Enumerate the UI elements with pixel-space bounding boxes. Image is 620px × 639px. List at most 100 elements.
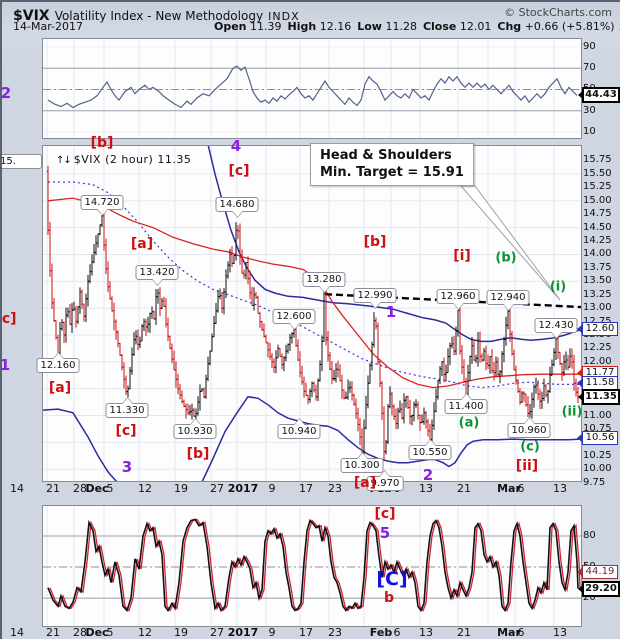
callout-pointer-icon	[379, 470, 390, 477]
callout-pointer-icon	[425, 439, 435, 446]
date-label: Mar	[497, 482, 521, 495]
date-label: Mar	[497, 626, 521, 639]
stochastic-panel	[42, 505, 582, 627]
wave-label: 3	[121, 458, 133, 476]
quote-value: 12.01	[456, 20, 492, 33]
copyright: © StockCharts.com	[504, 6, 612, 19]
change-up-arrow-icon	[618, 22, 620, 30]
price-callout: 12.430	[534, 317, 578, 338]
last-value-box: 11.35	[578, 388, 620, 405]
date-label: 28	[73, 626, 87, 639]
main-y-tick: 14.75	[583, 208, 612, 220]
date-label: 5	[106, 626, 114, 639]
date-label: 13	[419, 626, 433, 639]
wave-label: [b]	[363, 234, 387, 250]
date-label: 2017	[227, 482, 259, 495]
value-arrow-icon	[578, 391, 584, 402]
value-arrow-icon	[578, 90, 584, 101]
main-y-tick: 10.25	[583, 449, 612, 461]
callout-pointer-icon	[152, 278, 162, 285]
chart-title: Volatility Index - New Methodology	[54, 9, 264, 23]
date-label: 9	[268, 626, 276, 639]
callout-pointer-icon	[357, 453, 367, 460]
quote-value: 11.39	[246, 20, 282, 33]
main-y-tick: 15.00	[583, 194, 612, 206]
price-callout: 14.680	[215, 196, 259, 217]
wave-label: 1	[385, 303, 397, 321]
date-label: 2017	[227, 626, 259, 639]
main-y-tick: 12.75	[583, 316, 620, 327]
last-value-box: 10.56	[577, 431, 618, 446]
date-label: 21	[46, 626, 60, 639]
price-callout: 12.160	[36, 353, 80, 374]
date-label: 14	[10, 626, 24, 639]
wave-label: (b)	[495, 250, 517, 266]
callout-pointer-icon	[53, 353, 63, 360]
main-y-tick: 13.00	[583, 302, 612, 314]
main-y-tick: 14.50	[583, 221, 612, 233]
rsi-y-tick: 10	[583, 125, 596, 137]
price-callout: 10.550	[408, 439, 452, 460]
stoch-y-tick: 80	[583, 530, 596, 541]
quote-row: Open 11.39 High 12.16 Low 11.28 Close 12.01…	[214, 20, 620, 33]
price-callout: 12.940	[486, 290, 530, 311]
wave-label: [c]	[228, 163, 250, 179]
price-legend-text: $VIX (2 hour) 11.35	[73, 153, 192, 166]
clipped-price-callout: 15.	[2, 154, 42, 169]
wave-label: 5	[379, 524, 391, 542]
date-label: 12	[138, 626, 152, 639]
date-label: 6	[517, 482, 525, 495]
value-arrow-icon	[577, 323, 583, 334]
callout-pointer-icon	[289, 322, 299, 329]
wave-label: [a]	[130, 236, 154, 252]
main-y-tick: 14.25	[583, 235, 612, 247]
wave-label: [c]	[374, 506, 396, 522]
date-label: Feb	[369, 626, 393, 639]
price-callout: 11.330	[105, 397, 149, 418]
price-callout: 9.970	[366, 470, 404, 491]
wave-label: [i]	[453, 248, 471, 264]
price-callout: 13.280	[302, 272, 346, 293]
annotation-line1: Head & Shoulders	[320, 148, 452, 163]
wave-label: b	[383, 590, 395, 606]
value-arrow-icon	[577, 567, 583, 578]
quote-label: Close	[422, 20, 457, 33]
head-and-shoulders-annotation: Head & Shoulders Min. Target = 15.91	[310, 143, 474, 186]
stoch-value-box: 44.19	[577, 565, 618, 580]
price-callout: 11.400	[444, 394, 488, 415]
dotted-ma-line	[48, 181, 581, 389]
price-callout: 12.600	[272, 308, 316, 329]
stoch-value-box: 29.20	[578, 580, 620, 597]
date-label: 19	[174, 626, 188, 639]
date-label: 12	[138, 482, 152, 495]
wave-label: [a]	[353, 475, 377, 491]
main-y-tick: 15.25	[583, 181, 612, 193]
wave-label: 2	[422, 466, 434, 484]
price-callout: 10.300	[340, 453, 384, 474]
date-label: 13	[419, 482, 433, 495]
main-y-tick: 11.00	[583, 409, 612, 421]
callout-pointer-icon	[503, 304, 513, 311]
stochastic-plot	[43, 506, 581, 626]
lower-band-line	[43, 395, 581, 481]
main-y-tick: 10.75	[583, 422, 612, 434]
wave-label: [C]	[376, 568, 408, 590]
chart-date: 14-Mar-2017	[13, 20, 83, 33]
callout-pointer-icon	[524, 417, 534, 424]
main-y-tick: 15.75	[583, 154, 612, 166]
date-label: 27	[210, 482, 224, 495]
callout-pointer-icon	[370, 301, 380, 308]
symbol: $VIX	[13, 8, 50, 24]
price-legend: ↑↓ $VIX (2 hour) 11.35	[56, 153, 191, 166]
date-label: 23	[328, 482, 342, 495]
wave-label: [c]	[1, 311, 17, 327]
rsi-y-tick: 30	[583, 104, 596, 116]
main-y-tick: 12.25	[583, 342, 612, 354]
price-callout: 10.930	[173, 419, 217, 440]
rsi-line	[47, 65, 578, 109]
main-y-tick: 13.25	[583, 288, 612, 300]
upper-band-line	[207, 146, 581, 343]
callout-pointer-icon	[190, 419, 200, 426]
price-callout: 10.940	[277, 418, 321, 439]
wave-label: (a)	[458, 415, 480, 431]
